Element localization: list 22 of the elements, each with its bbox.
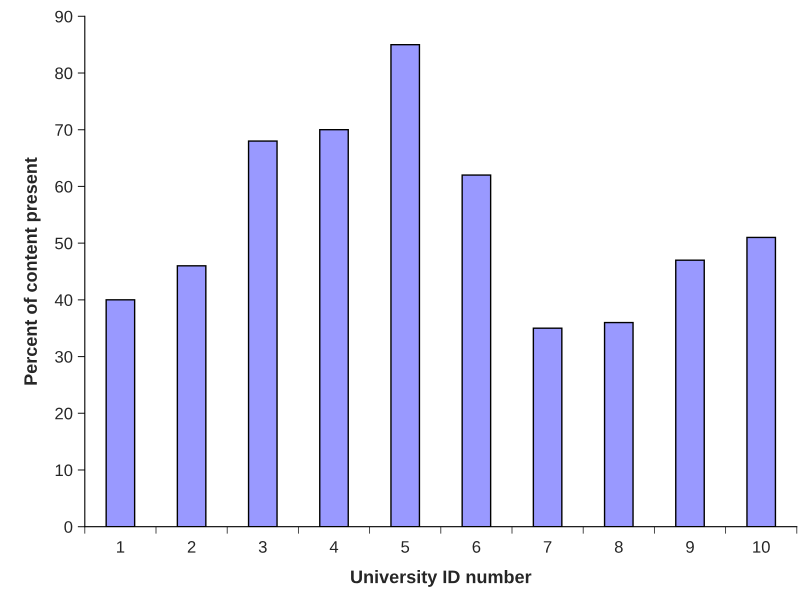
y-tick-label: 60 xyxy=(55,180,72,193)
y-axis-title: Percent of content present xyxy=(24,157,41,385)
x-tick-label: 8 xyxy=(614,541,623,553)
y-tick-label: 70 xyxy=(55,124,72,136)
x-tick-label: 9 xyxy=(686,541,694,553)
x-tick-label: 1 xyxy=(117,541,124,553)
x-tick-label: 5 xyxy=(401,541,410,553)
x-axis-title: University ID number xyxy=(351,570,532,587)
x-tick-label: 3 xyxy=(258,541,267,553)
y-tick-label: 40 xyxy=(54,294,72,306)
y-tick-label: 20 xyxy=(55,408,72,420)
y-tick-label: 90 xyxy=(55,10,72,23)
y-tick-label: 0 xyxy=(64,521,72,533)
x-tick-label: 4 xyxy=(330,541,338,553)
x-tick-label: 7 xyxy=(544,541,552,553)
x-tick-label: 6 xyxy=(472,541,480,553)
x-tick-label: 2 xyxy=(188,541,196,553)
y-tick-label: 10 xyxy=(56,464,72,476)
y-tick-label: 30 xyxy=(55,350,72,363)
x-tick-label: 10 xyxy=(753,541,770,553)
y-tick-label: 50 xyxy=(55,238,72,250)
y-tick-label: 80 xyxy=(55,67,72,80)
